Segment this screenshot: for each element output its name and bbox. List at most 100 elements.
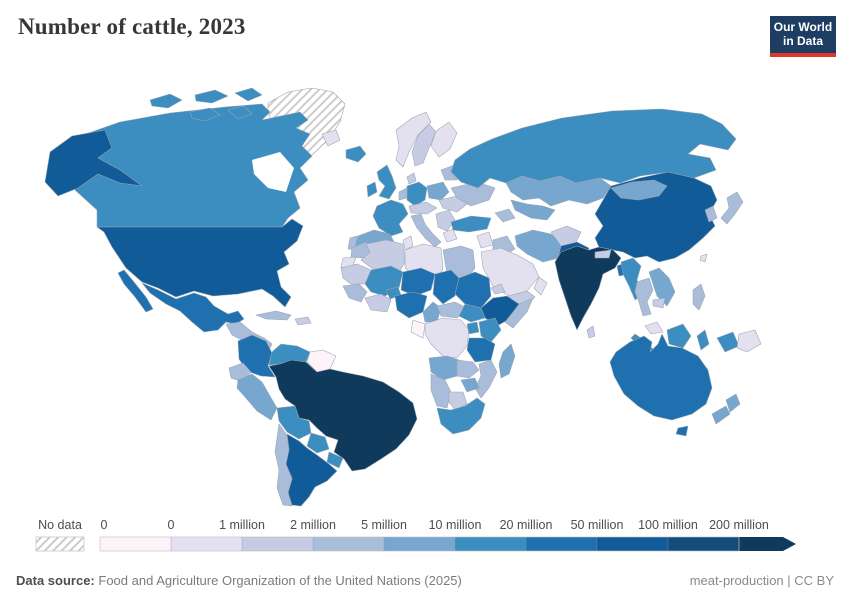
country-alaska[interactable] <box>44 129 143 197</box>
country-niger[interactable] <box>400 267 436 297</box>
legend-no-data-label: No data <box>38 518 82 532</box>
country-ireland[interactable] <box>366 181 378 198</box>
legend-label-50m: 50 million <box>571 518 624 532</box>
legend-bin-1-2m[interactable] <box>242 537 313 551</box>
country-australia[interactable] <box>609 333 713 437</box>
country-peru[interactable] <box>236 373 278 421</box>
country-poland[interactable] <box>426 181 450 201</box>
country-kazakhstan[interactable] <box>505 175 612 207</box>
legend-bin-20-50m[interactable] <box>526 537 597 551</box>
country-zambia[interactable] <box>456 359 480 379</box>
legend-bin-100-200m[interactable] <box>668 537 739 551</box>
world-map <box>0 73 850 510</box>
legend-label-2m: 2 million <box>290 518 336 532</box>
country-philippines[interactable] <box>692 283 706 311</box>
legend-bin-10-20m[interactable] <box>455 537 526 551</box>
owid-logo-line2: in Data <box>782 33 823 48</box>
legend-bin-2-5m[interactable] <box>313 537 384 551</box>
country-nepal[interactable] <box>594 249 612 259</box>
country-afghanistan[interactable] <box>550 225 582 247</box>
legend-label-100m: 100 million <box>638 518 698 532</box>
country-uganda[interactable] <box>466 321 480 335</box>
country-caucasus[interactable] <box>494 208 516 223</box>
country-south-sudan[interactable] <box>458 303 486 323</box>
country-denmark[interactable] <box>406 172 417 185</box>
legend-bin-5-10m[interactable] <box>384 537 455 551</box>
country-south-africa[interactable] <box>436 397 486 435</box>
country-greece[interactable] <box>442 228 458 243</box>
map-legend: No data 0 0 1 million 2 million <box>0 510 850 558</box>
country-namibia[interactable] <box>430 373 452 409</box>
country-mexico[interactable] <box>117 269 245 333</box>
country-taiwan[interactable] <box>699 253 708 263</box>
country-germany[interactable] <box>406 181 428 207</box>
country-balkans[interactable] <box>435 209 456 232</box>
owid-logo[interactable]: Our World in Data <box>770 16 836 57</box>
country-eritrea[interactable] <box>490 283 506 295</box>
country-russia[interactable] <box>450 108 737 189</box>
chart-footer: Data source: Food and Agriculture Organi… <box>0 573 850 588</box>
country-levant[interactable] <box>476 231 494 249</box>
country-tunisia[interactable] <box>402 235 414 251</box>
data-source-text: Food and Agriculture Organization of the… <box>98 573 462 588</box>
country-benelux[interactable] <box>398 187 408 201</box>
country-vietnam[interactable] <box>648 267 676 307</box>
country-svalbard[interactable] <box>321 129 341 147</box>
country-norway[interactable] <box>395 111 432 168</box>
country-senegal-guinea[interactable] <box>342 283 368 303</box>
country-cambodia[interactable] <box>652 297 666 309</box>
country-papua-new-guinea[interactable] <box>736 329 762 353</box>
country-paraguay[interactable] <box>306 432 330 454</box>
country-chile[interactable] <box>274 423 293 507</box>
country-mongolia[interactable] <box>610 179 668 201</box>
credit-line[interactable]: meat-production | CC BY <box>689 573 834 588</box>
country-central-asia[interactable] <box>510 199 556 221</box>
country-arctic-islands[interactable] <box>149 87 263 122</box>
country-finland[interactable] <box>430 121 458 158</box>
country-central-europe[interactable] <box>408 201 438 215</box>
country-cuba[interactable] <box>255 310 292 321</box>
legend-no-data-swatch[interactable] <box>35 536 85 552</box>
country-tanzania[interactable] <box>466 337 496 363</box>
data-source: Data source: Food and Agriculture Organi… <box>16 573 462 588</box>
country-saudi-arabia[interactable] <box>480 247 540 297</box>
country-kenya[interactable] <box>478 317 502 343</box>
country-cameroon[interactable] <box>422 301 442 323</box>
country-chad[interactable] <box>432 269 460 305</box>
country-new-zealand[interactable] <box>711 393 741 425</box>
legend-bin-0[interactable] <box>100 537 171 551</box>
country-madagascar[interactable] <box>498 343 516 379</box>
legend-label-200m: 200 million <box>709 518 769 532</box>
country-korea[interactable] <box>704 205 718 223</box>
country-france[interactable] <box>372 199 409 237</box>
country-turkey[interactable] <box>450 215 492 233</box>
country-sri-lanka[interactable] <box>586 325 596 339</box>
country-gabon-congo[interactable] <box>410 319 426 339</box>
country-mozambique[interactable] <box>474 359 498 399</box>
legend-bin-50-100m[interactable] <box>597 537 668 551</box>
country-malaysia[interactable] <box>644 321 664 335</box>
country-brazil[interactable] <box>268 359 418 472</box>
legend-label-1m: 1 million <box>219 518 265 532</box>
country-uk[interactable] <box>376 164 397 200</box>
legend-label-0b: 0 <box>168 518 175 532</box>
country-somalia[interactable] <box>504 297 534 329</box>
country-oman[interactable] <box>533 276 548 296</box>
country-hispaniola[interactable] <box>294 316 312 326</box>
country-japan[interactable] <box>720 191 744 225</box>
country-usa[interactable] <box>96 218 304 308</box>
owid-logo-line1: Our World <box>773 20 833 34</box>
country-uruguay[interactable] <box>326 451 344 469</box>
country-thailand[interactable] <box>634 277 654 317</box>
legend-bar-border <box>99 536 740 552</box>
country-india[interactable] <box>554 245 622 331</box>
country-sweden[interactable] <box>411 123 437 167</box>
country-drc[interactable] <box>424 317 470 359</box>
legend-bin-0-1m[interactable] <box>171 537 242 551</box>
country-nigeria[interactable] <box>394 291 428 319</box>
legend-bin-200m-plus[interactable] <box>739 537 796 551</box>
country-sudan[interactable] <box>454 271 492 309</box>
country-iceland[interactable] <box>345 145 367 163</box>
country-ivory-coast-ghana[interactable] <box>364 293 392 313</box>
country-zimbabwe[interactable] <box>460 377 480 393</box>
